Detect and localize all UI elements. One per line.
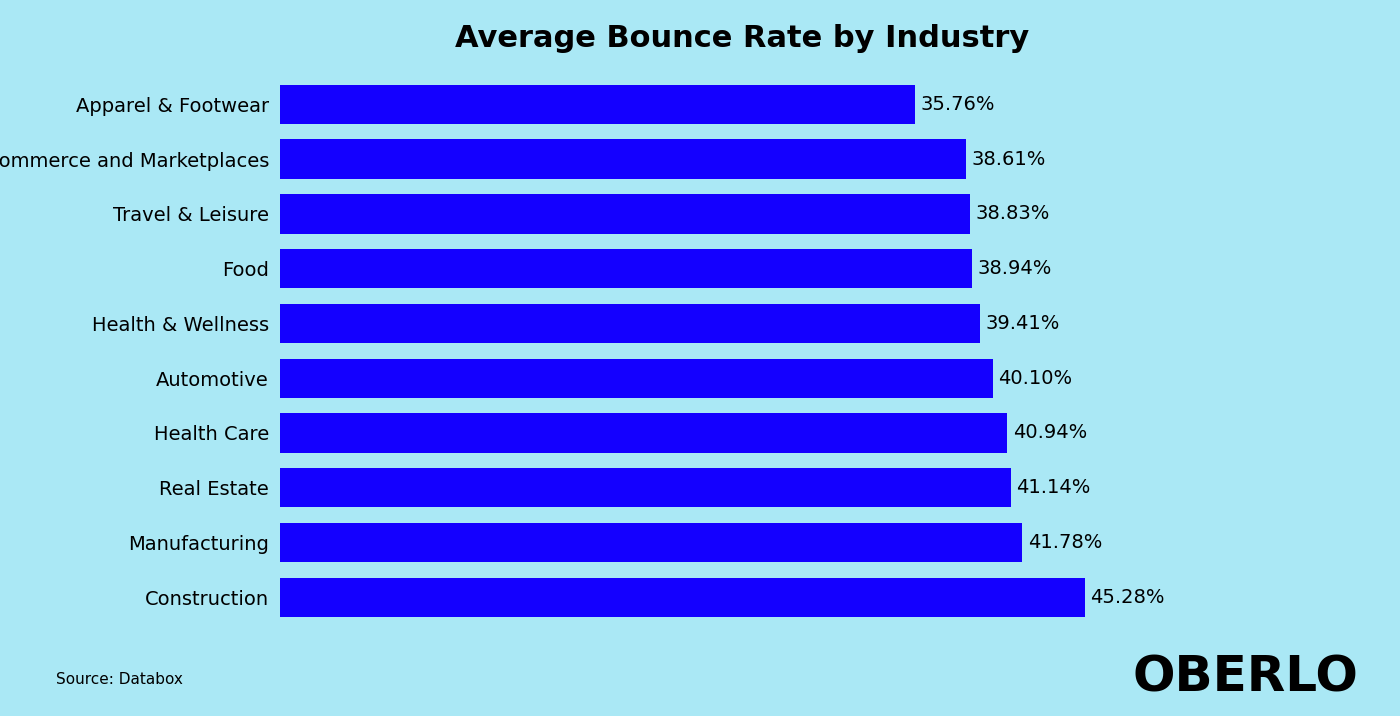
- Bar: [280, 84, 916, 124]
- Bar: [280, 359, 993, 398]
- Text: 39.41%: 39.41%: [986, 314, 1060, 333]
- Text: 38.61%: 38.61%: [972, 150, 1046, 169]
- Bar: [280, 578, 1085, 617]
- Text: 45.28%: 45.28%: [1091, 588, 1165, 606]
- Text: 41.78%: 41.78%: [1028, 533, 1102, 552]
- Text: Source: Databox: Source: Databox: [56, 672, 183, 687]
- Text: OBERLO: OBERLO: [1133, 654, 1358, 702]
- Text: 38.83%: 38.83%: [976, 205, 1050, 223]
- Bar: [280, 468, 1011, 508]
- Bar: [280, 304, 980, 343]
- Text: 35.76%: 35.76%: [921, 95, 995, 114]
- Bar: [280, 523, 1022, 562]
- Text: 41.14%: 41.14%: [1016, 478, 1091, 497]
- Text: 40.94%: 40.94%: [1012, 423, 1086, 442]
- Bar: [280, 140, 966, 179]
- Text: 40.10%: 40.10%: [998, 369, 1072, 388]
- Text: 38.94%: 38.94%: [977, 259, 1051, 279]
- Bar: [280, 413, 1008, 453]
- Title: Average Bounce Rate by Industry: Average Bounce Rate by Industry: [455, 24, 1029, 52]
- Bar: [280, 249, 972, 289]
- Bar: [280, 194, 970, 233]
